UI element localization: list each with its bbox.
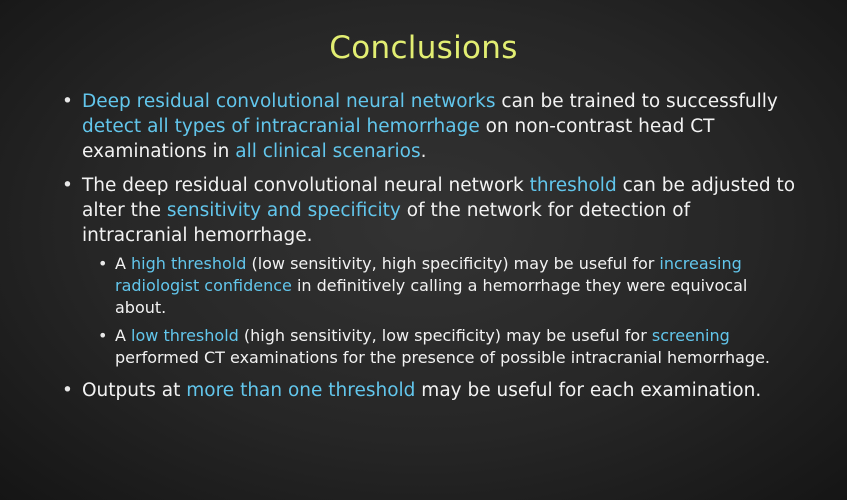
bullet-highlight-text: more than one threshold	[186, 380, 416, 401]
bullet-text: can be adjusted to alter the	[82, 175, 796, 221]
sub-bullet-list: A high threshold (low sensitivity, high …	[82, 253, 797, 369]
bullet-text: of the network for detection of intracra…	[82, 200, 691, 246]
bullet-highlight-text: screening	[651, 326, 730, 345]
bullet-highlight-text: threshold	[529, 175, 617, 196]
bullet-highlight-text: all clinical scenarios	[235, 141, 421, 162]
bullet-text: A	[115, 254, 132, 273]
bullet-highlight-text: sensitivity and specificity	[166, 200, 401, 221]
slide-title: Conclusions	[329, 30, 518, 66]
sub-bullet-item: A low threshold (high sensitivity, low s…	[98, 325, 797, 369]
bullet-text: in definitively calling a hemorrhage the…	[115, 276, 748, 317]
bullet-text: performed CT examinations for the presen…	[115, 348, 771, 367]
bullet-text: A	[115, 326, 132, 345]
bullet-highlight-text: detect all types of intracranial hemorrh…	[82, 116, 480, 137]
bullet-highlight-text: Deep residual convolutional neural netwo…	[82, 91, 496, 112]
bullet-text: on non-contrast head CT examinations in	[82, 116, 715, 162]
bullet-item: Deep residual convolutional neural netwo…	[62, 89, 797, 164]
sub-bullet-item: A high threshold (low sensitivity, high …	[98, 253, 797, 319]
bullet-text: Outputs at	[82, 380, 187, 401]
bullet-highlight-text: low threshold	[131, 326, 239, 345]
bullet-highlight-text: high threshold	[131, 254, 247, 273]
bullet-list: Deep residual convolutional neural netwo…	[62, 89, 797, 412]
bullet-text: can be trained to successfully	[495, 91, 778, 112]
bullet-text: The deep residual convolutional neural n…	[82, 175, 530, 196]
bullet-highlight-text: increasing radiologist confidence	[115, 254, 742, 295]
bullet-text: (high sensitivity, low specificity) may …	[238, 326, 652, 345]
bullet-text: .	[420, 141, 427, 162]
bullet-item: The deep residual convolutional neural n…	[62, 173, 797, 369]
bullet-text: may be useful for each examination.	[415, 380, 762, 401]
bullet-text: (low sensitivity, high specificity) may …	[246, 254, 660, 273]
bullet-item: Outputs at more than one threshold may b…	[62, 378, 797, 403]
